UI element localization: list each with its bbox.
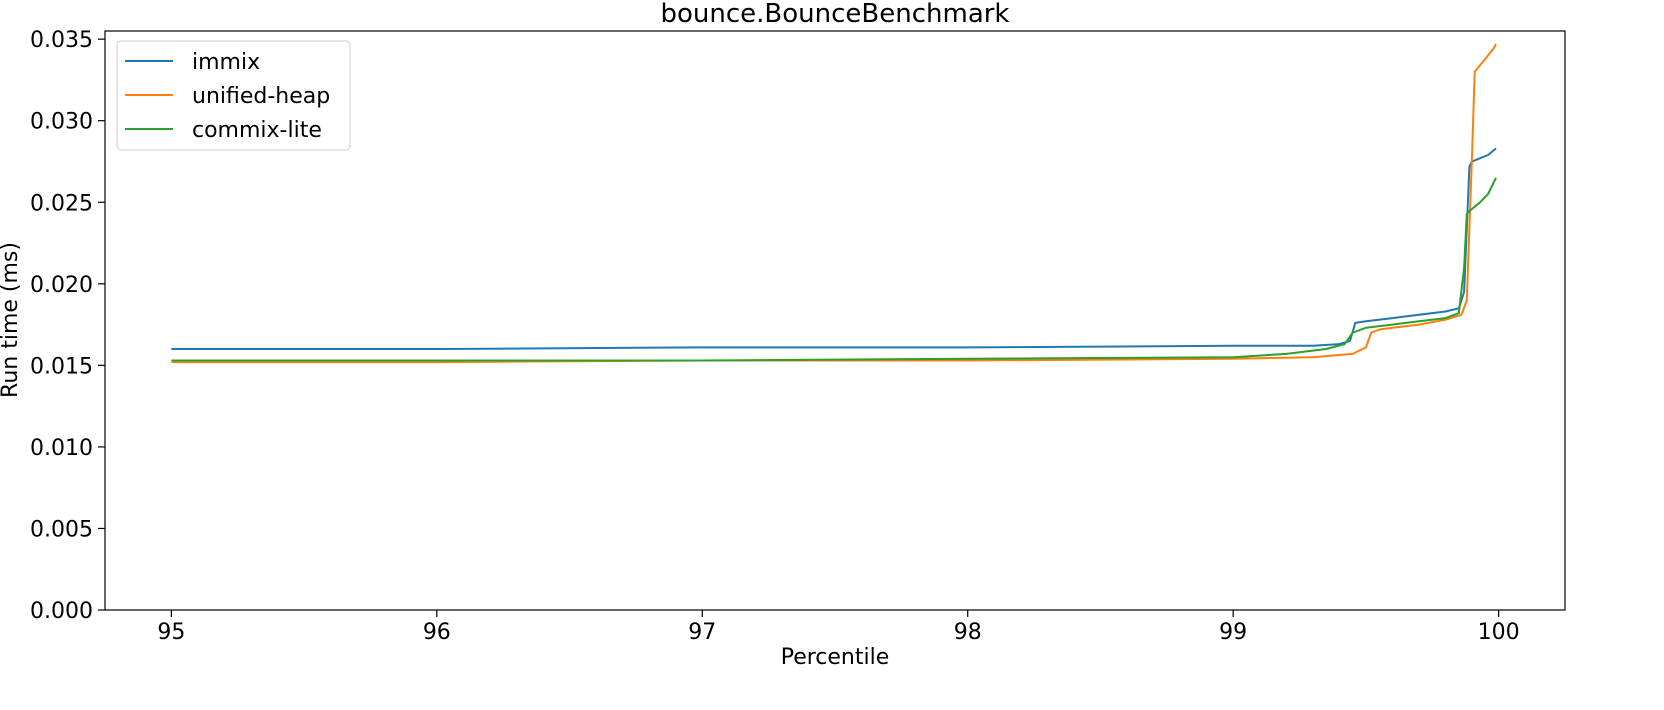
series-line-unified-heap — [171, 43, 1497, 364]
series-layer — [171, 43, 1497, 364]
y-tick-label: 0.035 — [30, 28, 93, 53]
legend: immix unified-heap commix-lite — [116, 40, 351, 151]
y-tick-label: 0.000 — [30, 599, 93, 624]
chart-title: bounce.BounceBenchmark — [660, 0, 1009, 29]
plot-area-frame — [104, 30, 1566, 611]
series-line-immix — [171, 147, 1497, 350]
y-tick-label: 0.005 — [30, 517, 93, 542]
x-tick-label: 100 — [1478, 620, 1520, 645]
legend-box — [116, 40, 351, 151]
x-axis-label: Percentile — [781, 645, 890, 670]
x-tick-label: 98 — [954, 620, 982, 645]
y-tick-label: 0.020 — [30, 273, 93, 298]
x-axis: 95 96 97 98 99 100 — [157, 610, 1520, 645]
y-axis-label: Run time (ms) — [0, 242, 23, 398]
legend-label-immix: immix — [192, 50, 260, 75]
x-tick-label: 96 — [423, 620, 451, 645]
legend-label-unified-heap: unified-heap — [192, 84, 330, 109]
y-tick-label: 0.025 — [30, 191, 93, 216]
legend-label-commix-lite: commix-lite — [192, 118, 322, 143]
x-tick-label: 99 — [1219, 620, 1247, 645]
y-tick-label: 0.015 — [30, 354, 93, 379]
x-tick-label: 97 — [688, 620, 716, 645]
x-tick-label: 95 — [157, 620, 185, 645]
y-tick-label: 0.010 — [30, 436, 93, 461]
y-axis: 0.000 0.005 0.010 0.015 0.020 0.025 0.030 0.035 — [30, 28, 105, 624]
y-tick-label: 0.030 — [30, 110, 93, 135]
series-line-commix-lite — [171, 177, 1497, 362]
